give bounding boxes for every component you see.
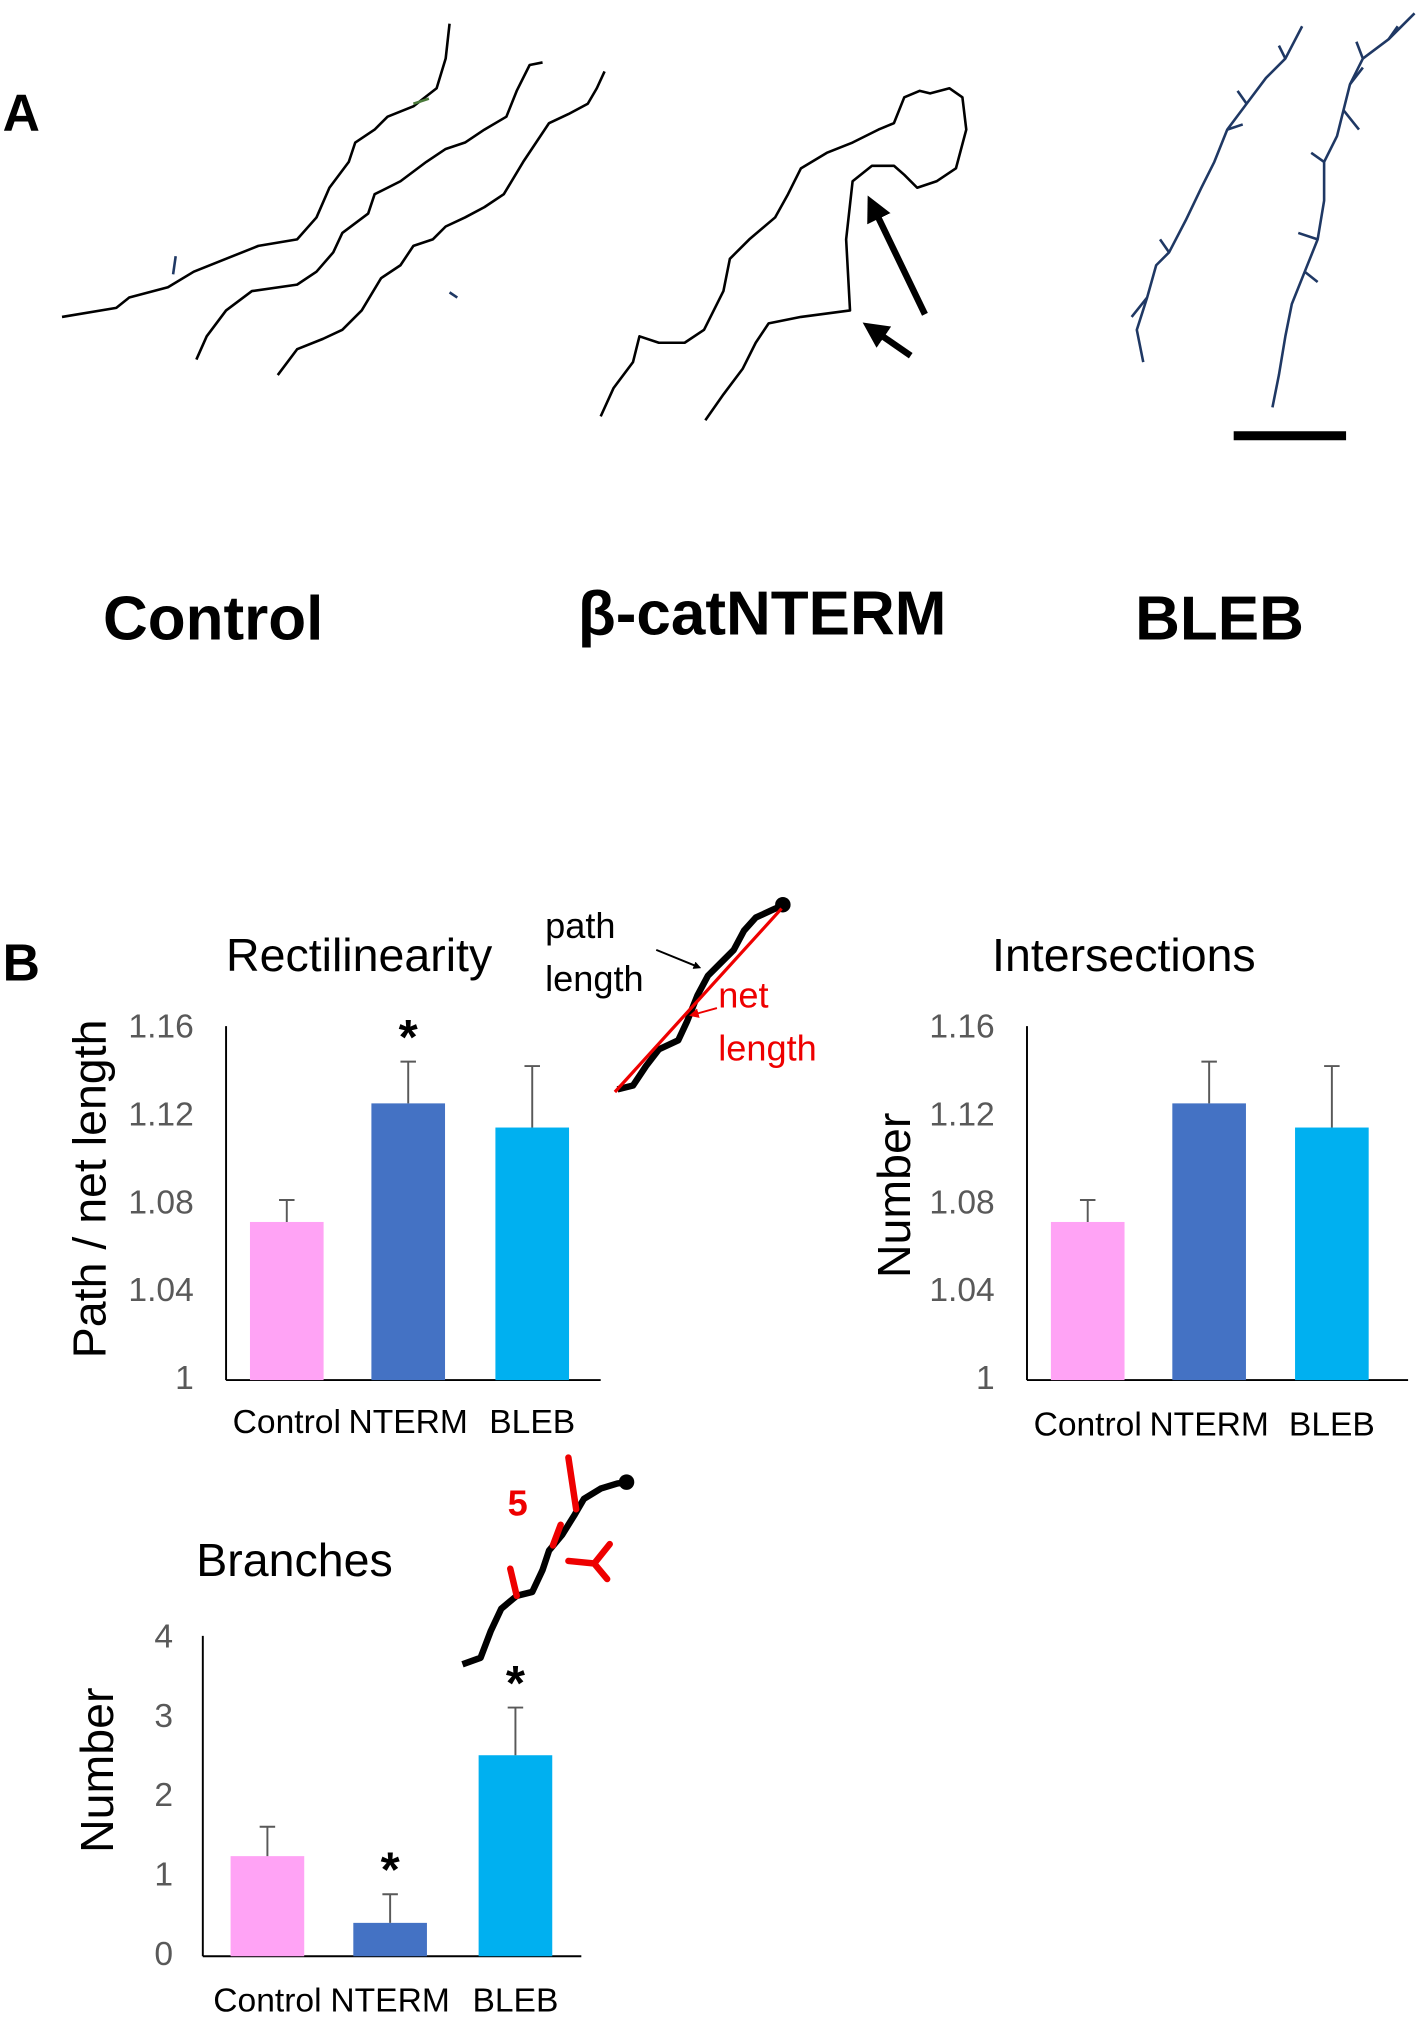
- x-tick-label: Control: [233, 1404, 341, 1441]
- x-tick-label: NTERM: [349, 1404, 468, 1441]
- error-bar: [1079, 1199, 1096, 1222]
- y-tick-label: 1: [976, 1360, 995, 1397]
- significance-mark: *: [399, 1011, 419, 1065]
- condition-label: BLEB: [1135, 584, 1304, 653]
- y-axis-label: Number: [868, 1113, 920, 1278]
- error-bar: [259, 1825, 276, 1857]
- chart-title: Rectilinearity: [226, 929, 493, 981]
- bar: [495, 1127, 570, 1381]
- y-tick-label: 2: [154, 1777, 173, 1814]
- y-tick-label: 0: [154, 1936, 173, 1973]
- y-tick-label: 1.04: [929, 1272, 994, 1309]
- bar: [1172, 1103, 1246, 1381]
- y-tick-label: 3: [154, 1698, 173, 1735]
- y-tick-label: 1.16: [929, 1009, 994, 1046]
- significance-mark: *: [381, 1844, 401, 1898]
- y-tick-label: 1: [175, 1360, 194, 1397]
- y-tick-label: 1.08: [128, 1184, 193, 1221]
- annotation: 5: [508, 1482, 528, 1523]
- chart-title: Intersections: [992, 929, 1256, 981]
- error-bar: [524, 1065, 540, 1128]
- y-axis-label: Number: [71, 1688, 123, 1853]
- x-tick-label: BLEB: [489, 1404, 575, 1441]
- y-tick-label: 1.12: [929, 1096, 994, 1133]
- x-tick-label: BLEB: [1289, 1406, 1375, 1443]
- error-bar: [507, 1706, 524, 1756]
- y-axis-label: Path / net length: [63, 1020, 115, 1359]
- x-tick-label: Control: [213, 1983, 321, 2020]
- inset-branches: [461, 1454, 635, 1668]
- y-tick-label: 1.08: [929, 1184, 994, 1221]
- error-bar: [279, 1199, 295, 1222]
- bar: [353, 1922, 427, 1957]
- y-tick-label: 1.16: [128, 1009, 193, 1046]
- panel-label: B: [3, 933, 40, 991]
- annotation: path length: [545, 904, 644, 998]
- condition-label: Control: [103, 584, 323, 653]
- y-tick-label: 1.12: [128, 1096, 193, 1133]
- y-tick-label: 1: [154, 1857, 173, 1894]
- x-tick-label: Control: [1034, 1406, 1142, 1443]
- bar: [371, 1103, 446, 1381]
- panel-label: A: [3, 83, 40, 141]
- error-bar: [400, 1060, 416, 1104]
- x-tick-label: BLEB: [472, 1983, 558, 2020]
- bar: [1050, 1221, 1125, 1381]
- inset-rectilinearity: [613, 896, 791, 1094]
- x-tick-label: NTERM: [330, 1983, 449, 2020]
- bar: [478, 1755, 553, 1957]
- x-tick-label: NTERM: [1149, 1406, 1268, 1443]
- annotation: net length: [718, 974, 817, 1068]
- y-tick-label: 1.04: [128, 1272, 193, 1309]
- chart-title: Branches: [196, 1534, 392, 1586]
- error-bar: [382, 1893, 398, 1923]
- condition-label: β-catNTERM: [578, 579, 947, 648]
- significance-mark: *: [506, 1657, 526, 1711]
- bar: [230, 1856, 305, 1957]
- bar: [1295, 1127, 1369, 1381]
- bar: [249, 1221, 324, 1381]
- error-bar: [1324, 1065, 1340, 1128]
- neuron-traces: [61, 12, 1416, 441]
- y-tick-label: 4: [154, 1618, 173, 1655]
- error-bar: [1201, 1060, 1217, 1104]
